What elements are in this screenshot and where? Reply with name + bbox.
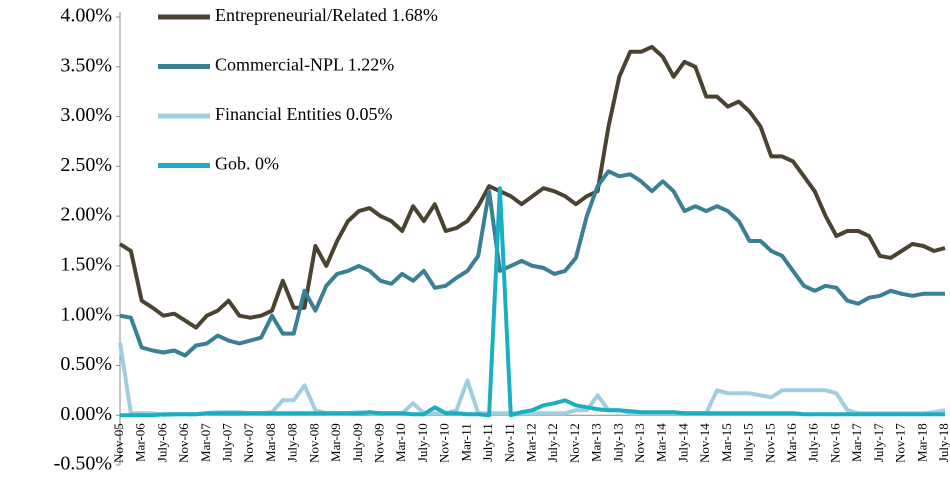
x-tick-label: Mar-11: [458, 423, 473, 461]
series-line: [119, 169, 945, 358]
x-tick-label: July-09: [350, 423, 365, 462]
x-tick-label: July-13: [610, 423, 625, 462]
x-tick-label: Nov-16: [827, 423, 842, 463]
series-line: [118, 342, 946, 418]
legend-label: Financial Entities 0.05%: [215, 104, 392, 124]
x-tick-label: Mar-10: [393, 423, 408, 462]
x-tick-label: July-12: [545, 423, 560, 462]
x-tick-label: Mar-13: [589, 423, 604, 462]
x-tick-label: Mar-09: [328, 423, 343, 462]
y-tick-label: 2.50%: [60, 154, 112, 176]
x-tick-label: Mar-14: [654, 423, 669, 462]
legend-label: Gob. 0%: [215, 154, 279, 174]
x-tick-label: Nov-14: [697, 423, 712, 463]
x-tick-label: Nov-09: [372, 423, 387, 463]
x-tick-label: Nov-05: [111, 423, 126, 463]
y-tick-label: 4.00%: [60, 5, 112, 27]
x-tick-label: Nov-08: [306, 423, 321, 463]
x-tick-label: Nov-06: [176, 423, 191, 463]
x-tick-label: July-16: [806, 423, 821, 463]
y-tick-label: 3.50%: [60, 54, 112, 76]
x-tick-label: Mar-15: [719, 423, 734, 462]
series-line: [120, 186, 945, 418]
x-tick-label: Mar-08: [263, 423, 278, 462]
y-tick-label: 2.00%: [60, 204, 112, 226]
x-tick-label: July-11: [480, 423, 495, 462]
x-tick-label: Mar-17: [849, 423, 864, 462]
x-tick-label: Nov-12: [567, 423, 582, 463]
legend-label: Entrepreneurial/Related 1.68%: [215, 5, 438, 25]
x-tick-label: July-17: [871, 423, 886, 463]
x-tick-label: July-18: [936, 423, 950, 462]
y-tick-label: -0.50%: [54, 453, 112, 475]
x-tick-label: July-10: [415, 423, 430, 462]
x-tick-label: July-15: [741, 423, 756, 462]
x-tick-label: July-14: [675, 423, 690, 463]
x-tick-label: Nov-15: [762, 423, 777, 463]
y-tick-label: 0.00%: [60, 403, 112, 425]
x-tick-label: Nov-11: [502, 423, 517, 462]
x-tick-label: Mar-16: [784, 423, 799, 462]
x-tick-label: Mar-06: [133, 423, 148, 462]
x-tick-label: Nov-10: [437, 423, 452, 463]
y-tick-label: 0.50%: [60, 353, 112, 375]
y-tick-label: 1.50%: [60, 253, 112, 275]
x-tick-label: Mar-18: [914, 423, 929, 462]
x-tick-label: Nov-13: [632, 423, 647, 463]
x-tick-label: July-06: [154, 423, 169, 463]
y-tick-label: 3.00%: [60, 104, 112, 126]
x-tick-label: Nov-17: [893, 423, 908, 463]
series-line: [118, 44, 946, 330]
y-tick-label: 1.00%: [60, 303, 112, 325]
x-tick-label: July-08: [285, 423, 300, 462]
x-tick-label: July-07: [220, 423, 235, 463]
x-tick-label: Mar-07: [198, 423, 213, 462]
x-tick-label: Nov-07: [241, 423, 256, 463]
x-tick-label: Mar-12: [523, 423, 538, 462]
legend-label: Commercial-NPL 1.22%: [215, 55, 394, 75]
